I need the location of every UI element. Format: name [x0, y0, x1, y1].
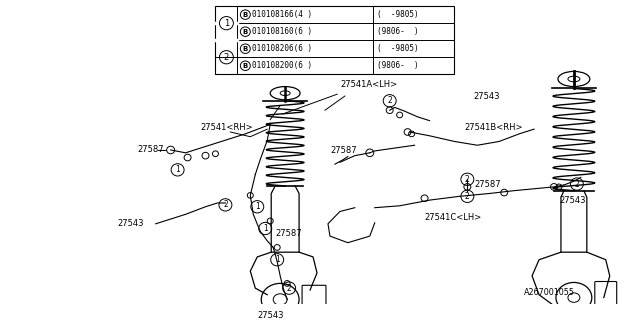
- Text: A267001055: A267001055: [524, 288, 575, 297]
- Text: 2: 2: [465, 175, 470, 184]
- Text: 1: 1: [275, 255, 280, 264]
- Text: B: B: [243, 29, 248, 35]
- Text: 010108206(6 ): 010108206(6 ): [252, 44, 312, 53]
- Text: (  -9805): ( -9805): [377, 44, 419, 53]
- Text: 2: 2: [575, 180, 579, 188]
- Text: 27587: 27587: [138, 146, 164, 155]
- Text: 2: 2: [224, 53, 229, 62]
- Text: 1: 1: [175, 165, 180, 174]
- Text: 27587: 27587: [275, 229, 302, 238]
- Text: B: B: [243, 12, 248, 18]
- Text: B: B: [243, 46, 248, 52]
- Text: B: B: [243, 63, 248, 69]
- Text: 27543: 27543: [559, 196, 586, 204]
- Text: (  -9805): ( -9805): [377, 10, 419, 19]
- Text: 27587: 27587: [474, 180, 501, 188]
- Text: (9806-  ): (9806- ): [377, 61, 419, 70]
- Text: 27541C<LH>: 27541C<LH>: [424, 213, 482, 222]
- Text: 010108200(6 ): 010108200(6 ): [252, 61, 312, 70]
- Text: 2: 2: [387, 96, 392, 105]
- Text: 27541<RH>: 27541<RH>: [200, 123, 253, 132]
- Text: 2: 2: [223, 200, 228, 209]
- Bar: [216, 6, 454, 74]
- Text: 2: 2: [287, 284, 291, 292]
- Text: 27541B<RH>: 27541B<RH>: [465, 123, 523, 132]
- Text: 27543: 27543: [257, 311, 284, 320]
- Text: 27543: 27543: [474, 92, 500, 100]
- Text: 010108166(4 ): 010108166(4 ): [252, 10, 312, 19]
- Text: 27587: 27587: [330, 147, 356, 156]
- Text: 1: 1: [263, 224, 268, 233]
- Text: 27543: 27543: [118, 219, 145, 228]
- Text: 010108160(6 ): 010108160(6 ): [252, 27, 312, 36]
- Text: 27541A<LH>: 27541A<LH>: [340, 80, 397, 89]
- Text: 2: 2: [465, 192, 470, 201]
- Text: (9806-  ): (9806- ): [377, 27, 419, 36]
- Text: 1: 1: [224, 19, 229, 28]
- Text: 1: 1: [255, 202, 260, 211]
